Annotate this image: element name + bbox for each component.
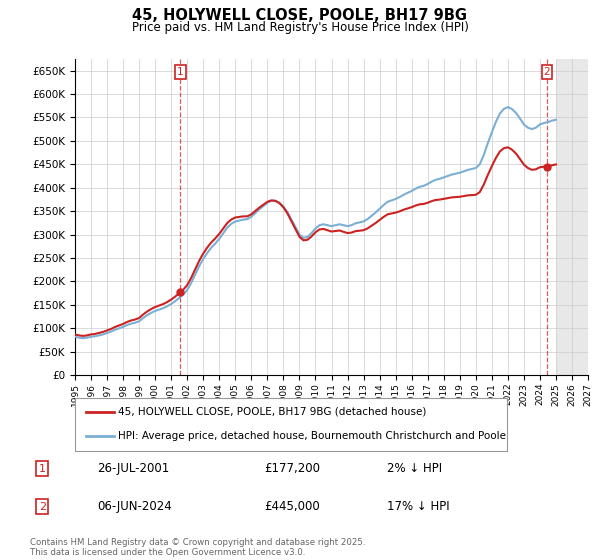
FancyBboxPatch shape [75, 398, 507, 451]
Text: Contains HM Land Registry data © Crown copyright and database right 2025.
This d: Contains HM Land Registry data © Crown c… [30, 538, 365, 557]
Text: 17% ↓ HPI: 17% ↓ HPI [387, 500, 450, 513]
Text: 2: 2 [39, 502, 46, 511]
Bar [556, 59, 588, 375]
Text: 45, HOLYWELL CLOSE, POOLE, BH17 9BG: 45, HOLYWELL CLOSE, POOLE, BH17 9BG [133, 8, 467, 24]
Text: Price paid vs. HM Land Registry's House Price Index (HPI): Price paid vs. HM Land Registry's House … [131, 21, 469, 34]
Text: £177,200: £177,200 [265, 462, 320, 475]
Text: 1: 1 [39, 464, 46, 474]
Text: £445,000: £445,000 [265, 500, 320, 513]
Text: 06-JUN-2024: 06-JUN-2024 [97, 500, 172, 513]
Text: HPI: Average price, detached house, Bournemouth Christchurch and Poole: HPI: Average price, detached house, Bour… [118, 431, 506, 441]
Text: 2: 2 [544, 67, 550, 77]
Text: 26-JUL-2001: 26-JUL-2001 [97, 462, 169, 475]
Text: 1: 1 [177, 67, 184, 77]
Text: 45, HOLYWELL CLOSE, POOLE, BH17 9BG (detached house): 45, HOLYWELL CLOSE, POOLE, BH17 9BG (det… [118, 407, 427, 417]
Text: 2% ↓ HPI: 2% ↓ HPI [387, 462, 442, 475]
